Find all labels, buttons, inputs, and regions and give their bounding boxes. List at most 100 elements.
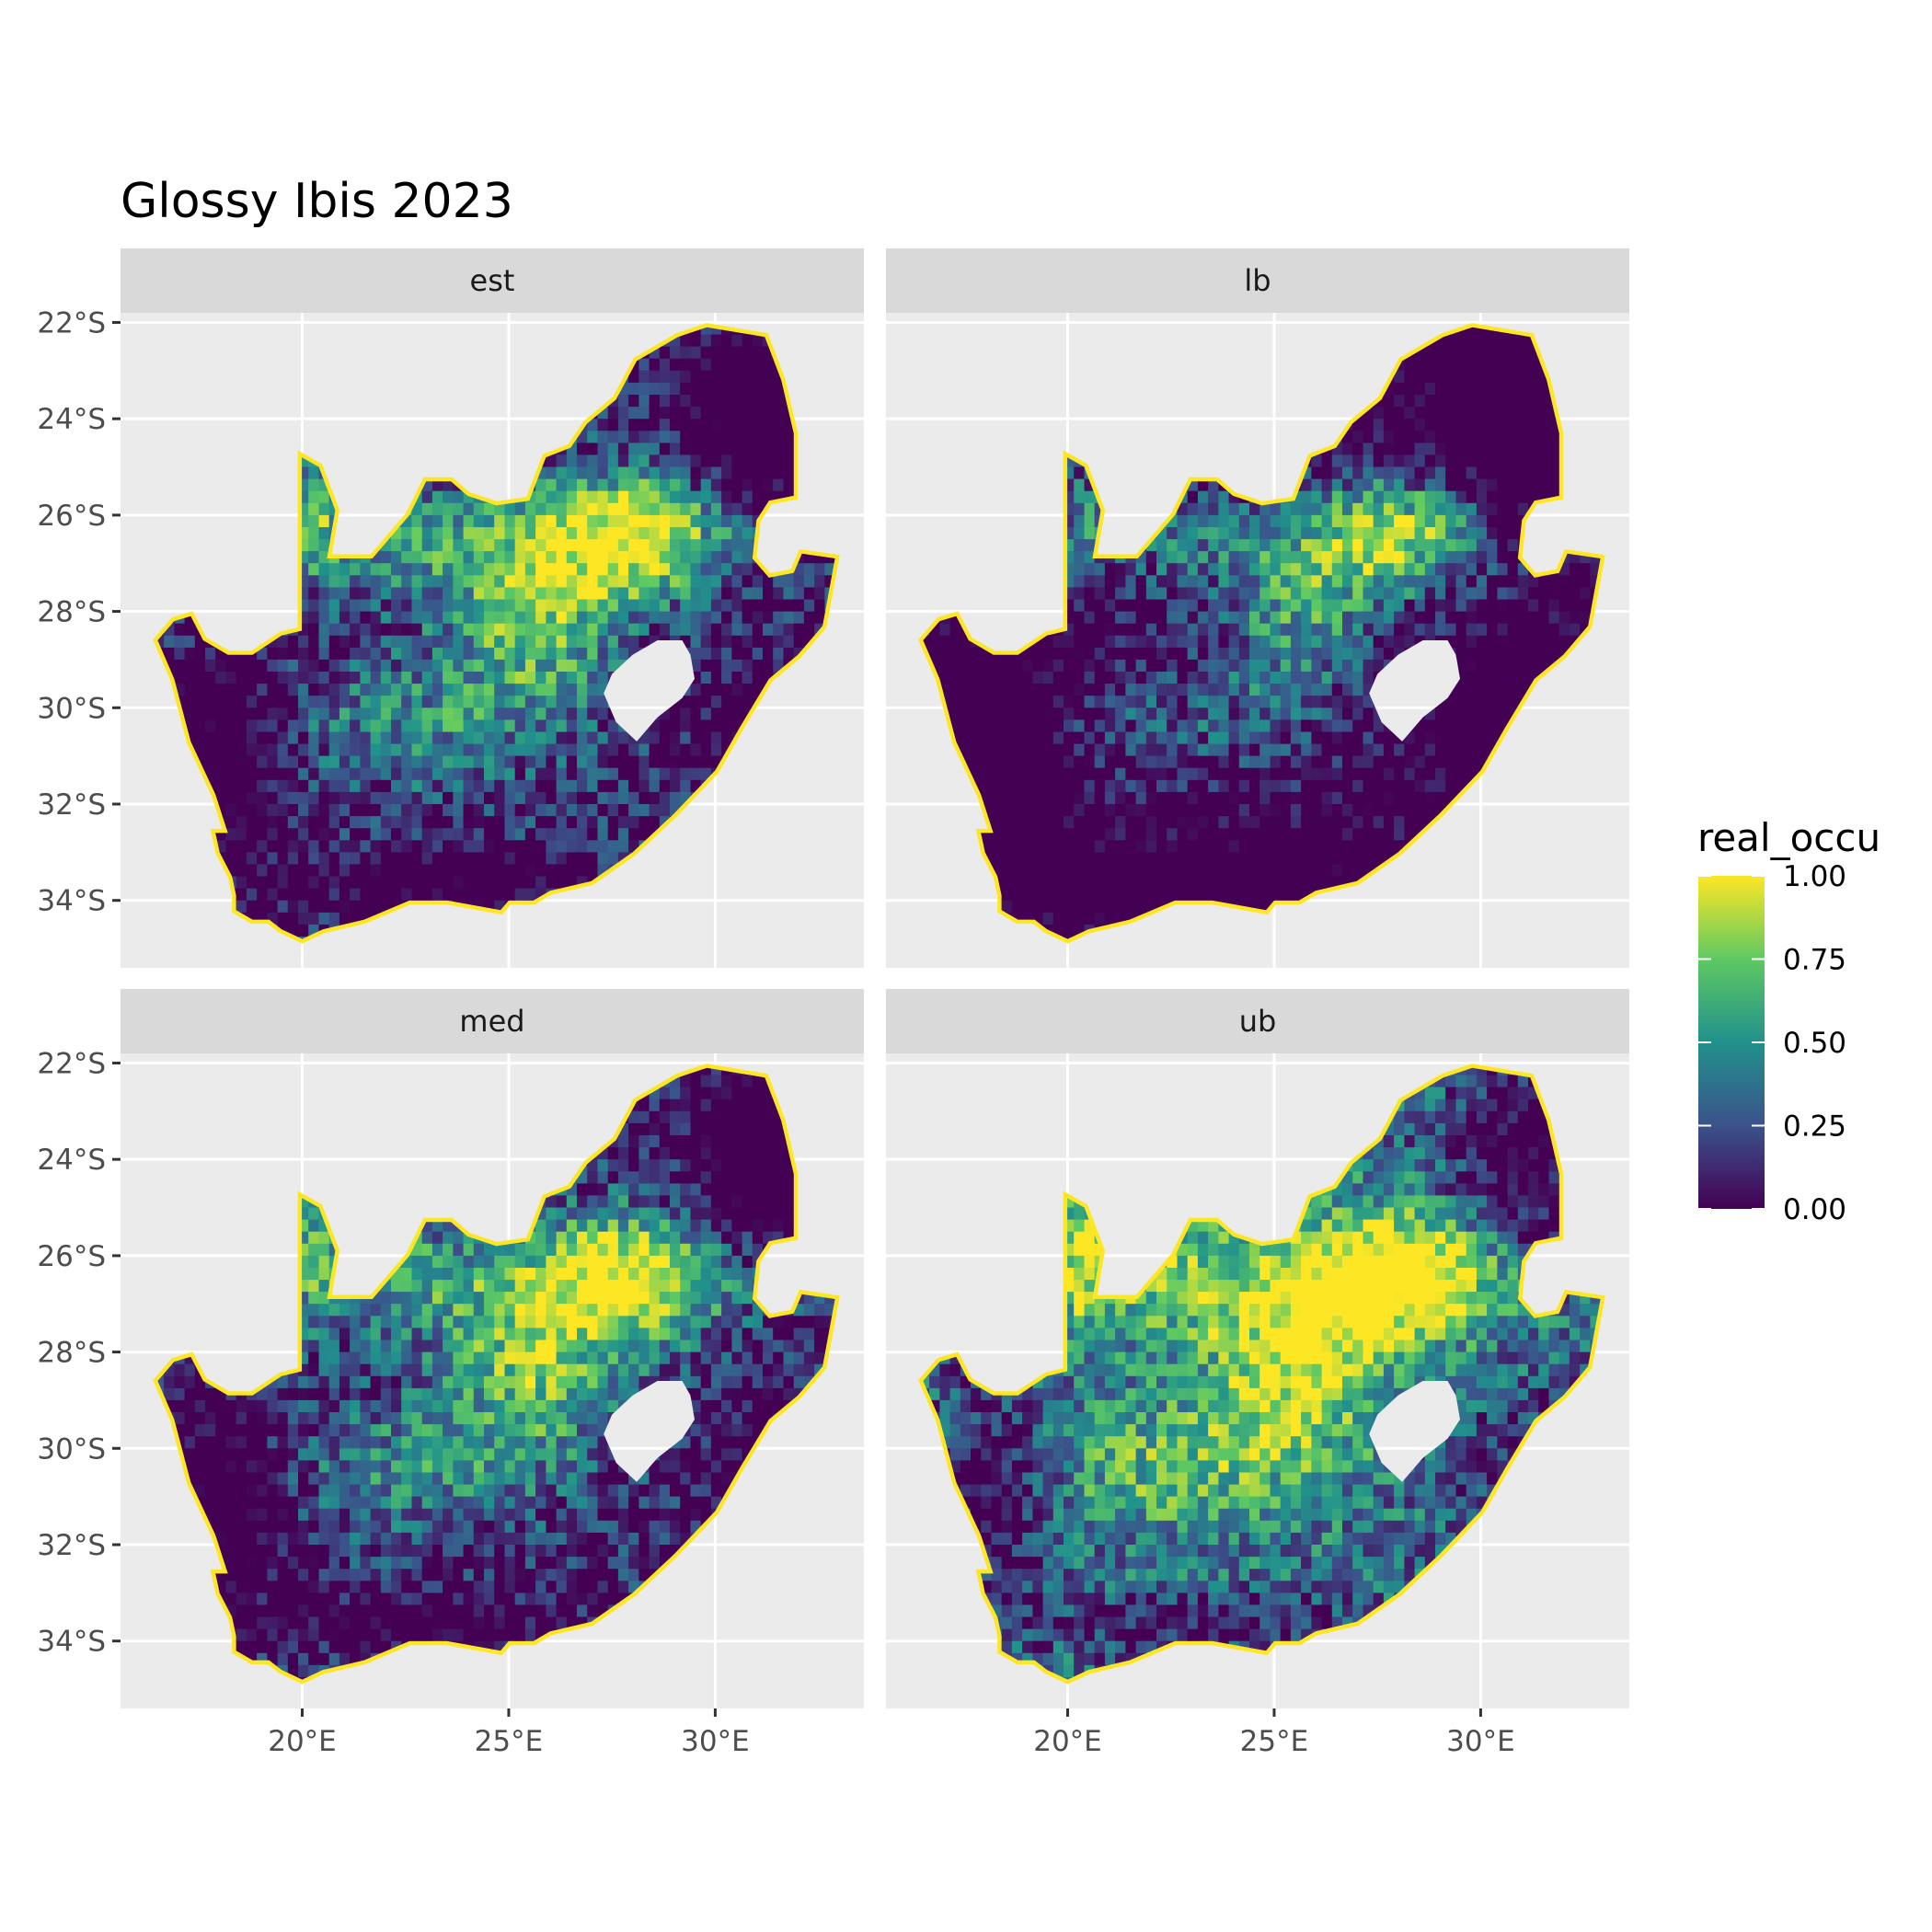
raster-cell xyxy=(700,382,712,396)
raster-cell xyxy=(380,539,392,552)
raster-cell xyxy=(370,755,382,769)
raster-cell xyxy=(431,478,443,492)
raster-cell xyxy=(700,419,712,431)
raster-cell xyxy=(690,346,702,360)
raster-cell xyxy=(473,791,485,805)
raster-cell xyxy=(566,466,578,480)
raster-cell xyxy=(1177,791,1189,805)
raster-cell xyxy=(339,563,351,576)
raster-cell xyxy=(157,635,165,649)
raster-cell xyxy=(587,575,598,588)
raster-cell xyxy=(649,587,661,601)
raster-cell xyxy=(1052,924,1064,937)
raster-cell xyxy=(1145,696,1157,708)
raster-cell xyxy=(783,407,795,420)
raster-cell xyxy=(700,527,712,540)
raster-cell xyxy=(721,719,732,733)
raster-cell xyxy=(339,743,351,757)
raster-cell xyxy=(617,587,629,601)
raster-cell xyxy=(504,563,516,576)
raster-cell xyxy=(577,431,588,443)
raster-cell xyxy=(1135,696,1147,708)
raster-cell xyxy=(556,672,568,684)
raster-cell xyxy=(308,490,319,504)
raster-cell xyxy=(783,419,795,431)
raster-cell xyxy=(659,707,671,720)
raster-cell xyxy=(350,731,361,745)
raster-cell xyxy=(597,490,609,504)
raster-cell xyxy=(617,743,629,757)
raster-cell xyxy=(763,466,774,480)
raster-cell xyxy=(597,563,609,576)
raster-cell xyxy=(1177,599,1189,613)
raster-cell xyxy=(1084,478,1096,492)
raster-cell xyxy=(680,731,691,745)
raster-cell xyxy=(1145,767,1157,781)
raster-cell xyxy=(431,696,443,708)
raster-cell xyxy=(524,719,536,733)
raster-cell xyxy=(267,779,279,793)
raster-cell xyxy=(742,382,753,396)
raster-cell xyxy=(1104,672,1116,684)
raster-cell xyxy=(308,779,319,793)
raster-cell xyxy=(1167,599,1178,613)
raster-cell xyxy=(411,755,423,769)
raster-cell xyxy=(401,575,412,588)
raster-cell xyxy=(360,864,372,878)
raster-cell xyxy=(1104,684,1116,696)
raster-cell xyxy=(710,599,722,613)
raster-cell xyxy=(690,454,702,468)
raster-cell xyxy=(1145,755,1157,769)
raster-cell xyxy=(1156,551,1167,564)
raster-cell xyxy=(1022,684,1033,696)
raster-cell xyxy=(607,840,619,853)
raster-cell xyxy=(318,659,330,673)
raster-cell xyxy=(1094,563,1106,576)
raster-cell xyxy=(710,696,722,708)
raster-cell xyxy=(721,370,732,384)
raster-cell xyxy=(1167,888,1178,902)
raster-cell xyxy=(1052,852,1064,866)
raster-cell xyxy=(401,779,412,793)
raster-cell xyxy=(1104,840,1116,853)
raster-cell xyxy=(659,767,671,781)
raster-cell xyxy=(380,816,392,829)
raster-cell xyxy=(473,864,485,878)
raster-cell xyxy=(1156,840,1167,853)
raster-cell xyxy=(649,466,661,480)
raster-cell xyxy=(742,623,753,637)
raster-cell xyxy=(1022,707,1033,720)
raster-cell xyxy=(607,478,619,492)
raster-cell xyxy=(380,876,392,890)
raster-cell xyxy=(194,647,206,661)
raster-cell xyxy=(1001,816,1013,829)
raster-cell xyxy=(971,659,982,673)
raster-cell xyxy=(1167,611,1178,625)
raster-cell xyxy=(710,334,722,348)
raster-cell xyxy=(535,804,546,817)
raster-cell xyxy=(929,623,940,637)
raster-cell xyxy=(401,852,412,866)
raster-cell xyxy=(443,587,454,601)
raster-cell xyxy=(484,852,495,866)
raster-cell xyxy=(1135,575,1147,588)
raster-cell xyxy=(370,767,382,781)
raster-cell xyxy=(298,743,309,757)
raster-cell xyxy=(267,840,279,853)
raster-cell xyxy=(1084,514,1096,528)
raster-cell xyxy=(318,587,330,601)
raster-cell xyxy=(535,684,546,696)
raster-cell xyxy=(607,623,619,637)
raster-cell xyxy=(1094,804,1106,817)
raster-cell xyxy=(628,407,639,420)
raster-cell xyxy=(1022,779,1033,793)
raster-cell xyxy=(535,611,546,625)
raster-cell xyxy=(380,672,392,684)
raster-cell xyxy=(700,370,712,384)
raster-cell xyxy=(991,791,1003,805)
raster-cell xyxy=(391,767,402,781)
raster-cell xyxy=(1187,755,1199,769)
raster-cell xyxy=(752,635,764,649)
raster-cell xyxy=(421,490,433,504)
raster-cell xyxy=(710,431,722,443)
